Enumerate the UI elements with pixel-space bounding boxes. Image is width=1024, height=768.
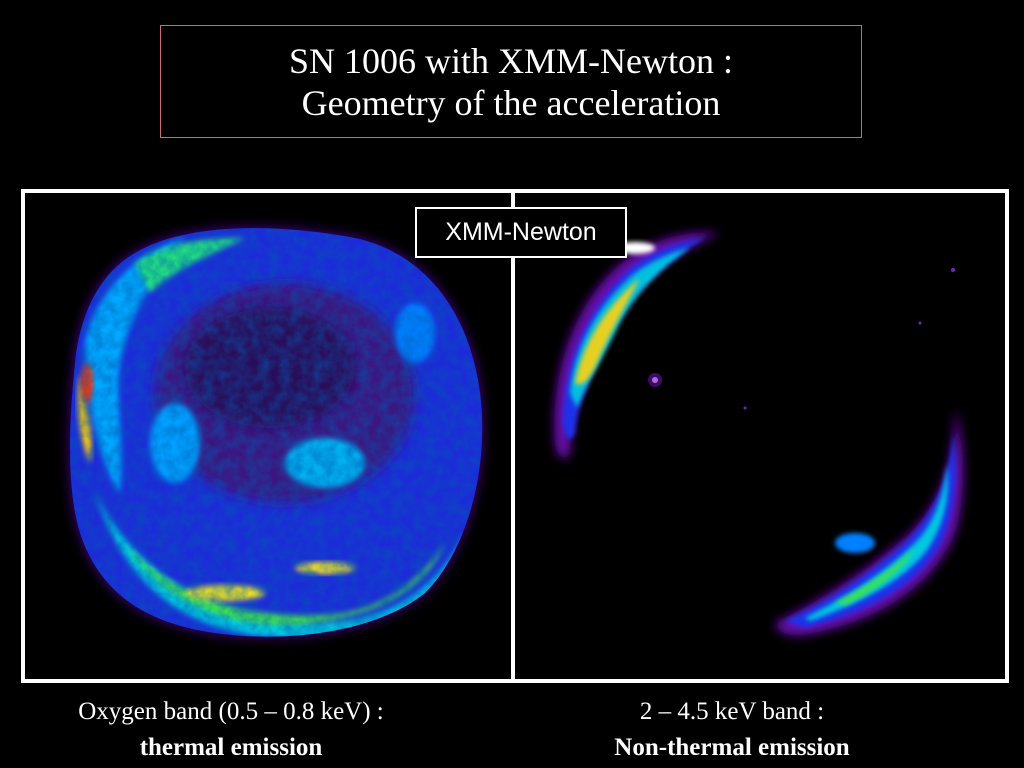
left-caption-emission: thermal emission — [139, 734, 323, 761]
left-caption-band: Oxygen band (0.5 – 0.8 keV) : — [78, 698, 384, 725]
xmm-newton-badge: XMM-Newton — [415, 207, 627, 258]
right-caption-emission: Non-thermal emission — [614, 734, 850, 761]
oxygen-band-heatmap — [25, 193, 511, 679]
slide-title-line-2: Geometry of the acceleration — [301, 82, 721, 123]
slide-title-line-1: SN 1006 with XMM-Newton : — [288, 40, 733, 81]
slide-title-box: SN 1006 with XMM-Newton : Geometry of th… — [160, 25, 862, 138]
right-caption-band: 2 – 4.5 keV band : — [639, 698, 825, 725]
hard-band-heatmap — [515, 193, 1005, 679]
hard-band-image — [515, 193, 1005, 679]
left-caption: Oxygen band (0.5 – 0.8 keV) : thermal em… — [20, 694, 442, 766]
oxygen-band-image — [25, 193, 511, 679]
panel-divider — [511, 189, 515, 683]
right-caption: 2 – 4.5 keV band : Non-thermal emission — [540, 694, 924, 766]
